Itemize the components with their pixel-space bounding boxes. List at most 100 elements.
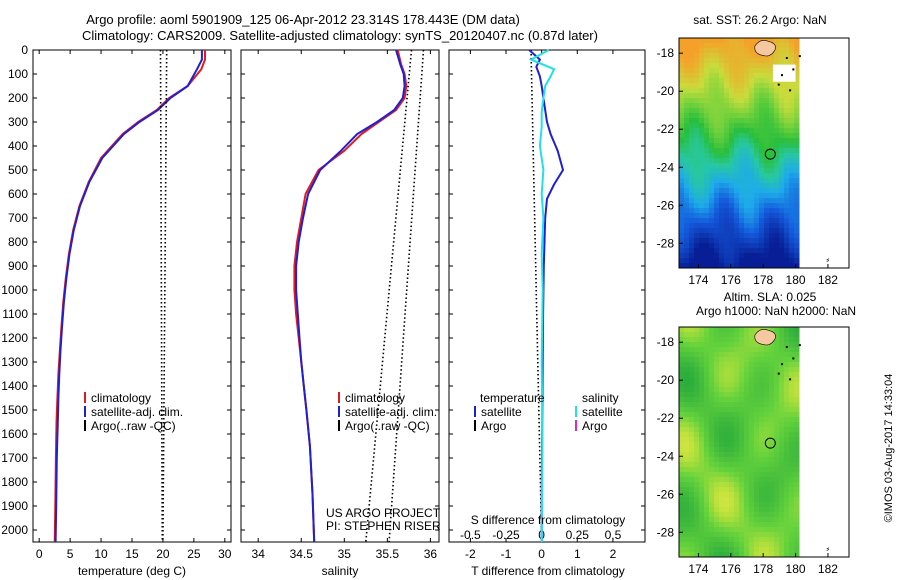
map-cell bbox=[774, 233, 780, 239]
depth-tick-label: 1400 bbox=[1, 379, 28, 393]
map-cell bbox=[699, 522, 705, 528]
map-cell bbox=[764, 138, 770, 144]
map-cell bbox=[689, 83, 695, 89]
map-cell bbox=[729, 63, 735, 69]
map-cell bbox=[759, 517, 765, 523]
map-cell bbox=[749, 537, 755, 543]
argo-line bbox=[162, 49, 168, 543]
map-cell bbox=[704, 123, 710, 129]
map-cell bbox=[709, 467, 715, 473]
map-cell bbox=[794, 377, 800, 383]
map-cell bbox=[704, 422, 710, 428]
map-cell bbox=[764, 502, 770, 508]
map-cell bbox=[779, 467, 785, 473]
map-cell bbox=[744, 332, 750, 338]
map-cell bbox=[714, 417, 720, 423]
map-cell bbox=[689, 337, 695, 343]
map-cell bbox=[714, 547, 720, 553]
map-cell bbox=[699, 402, 705, 408]
map-cell bbox=[724, 158, 730, 164]
map-cell bbox=[709, 362, 715, 368]
map-cell bbox=[684, 138, 690, 144]
map-cell bbox=[744, 108, 750, 114]
legend-label-climatology: climatology bbox=[91, 391, 151, 405]
map-y-tick-label: -20 bbox=[657, 84, 675, 98]
map-cell bbox=[689, 392, 695, 398]
map-cell bbox=[769, 342, 775, 348]
map-cell bbox=[794, 532, 800, 538]
map-cell bbox=[759, 53, 765, 59]
map-cell bbox=[719, 482, 725, 488]
map-cell bbox=[679, 452, 685, 458]
map-cell bbox=[694, 238, 700, 244]
map-cell bbox=[784, 522, 790, 528]
map-cell bbox=[769, 397, 775, 403]
map-cell bbox=[719, 193, 725, 199]
map-cell bbox=[699, 103, 705, 109]
map-cell bbox=[729, 263, 735, 268]
map-cell bbox=[684, 532, 690, 538]
map-cell bbox=[779, 248, 785, 254]
map-cell bbox=[769, 377, 775, 383]
map-cell bbox=[694, 422, 700, 428]
map-cell bbox=[724, 123, 730, 129]
map-cell bbox=[694, 48, 700, 54]
map-cell bbox=[739, 238, 745, 244]
map-cell bbox=[744, 228, 750, 234]
map-cell bbox=[689, 158, 695, 164]
map-cell bbox=[699, 233, 705, 239]
map-cell bbox=[679, 537, 685, 543]
map-cell bbox=[789, 527, 795, 533]
map-cell bbox=[724, 128, 730, 134]
map-cell bbox=[694, 417, 700, 423]
map-cell bbox=[754, 213, 760, 219]
map-cell bbox=[749, 482, 755, 488]
map-cell bbox=[684, 178, 690, 184]
map-cell bbox=[684, 552, 690, 557]
map-cell bbox=[694, 327, 700, 333]
map-cell bbox=[789, 552, 795, 557]
map-cell bbox=[699, 53, 705, 59]
map-cell bbox=[719, 133, 725, 139]
map-cell bbox=[744, 532, 750, 538]
map-cell bbox=[729, 83, 735, 89]
map-cell bbox=[704, 442, 710, 448]
map-cell bbox=[789, 537, 795, 543]
map-cell bbox=[679, 43, 685, 49]
map-cell bbox=[709, 148, 715, 154]
map-cell bbox=[744, 238, 750, 244]
fiji-island bbox=[754, 328, 776, 346]
map-cell bbox=[684, 407, 690, 413]
map-cell bbox=[689, 258, 695, 264]
map-cell bbox=[689, 138, 695, 144]
map-cell bbox=[699, 517, 705, 523]
map-cell bbox=[779, 397, 785, 403]
island-dot bbox=[777, 83, 780, 86]
map-frame bbox=[678, 326, 850, 558]
map-cell bbox=[694, 377, 700, 383]
map-cell bbox=[744, 357, 750, 363]
map-cell bbox=[719, 507, 725, 513]
map-cell bbox=[704, 542, 710, 548]
map-cell bbox=[739, 73, 745, 79]
map-cell bbox=[794, 447, 800, 453]
map-cell bbox=[789, 173, 795, 179]
map-cell bbox=[684, 367, 690, 373]
map-cell bbox=[709, 347, 715, 353]
map-x-tick-label: 174 bbox=[688, 562, 708, 576]
map-cell bbox=[744, 263, 750, 268]
map-cell bbox=[794, 487, 800, 493]
map-cell bbox=[704, 78, 710, 84]
map-cell bbox=[779, 332, 785, 338]
map-cell bbox=[794, 48, 800, 54]
map-cell bbox=[704, 238, 710, 244]
map-cell bbox=[709, 43, 715, 49]
map-cell bbox=[764, 258, 770, 264]
map-cell bbox=[679, 243, 685, 249]
map-cell bbox=[704, 208, 710, 214]
map-cell bbox=[774, 517, 780, 523]
map-cell bbox=[779, 138, 785, 144]
map-cell bbox=[724, 432, 730, 438]
map-cell bbox=[774, 98, 780, 104]
map-cell bbox=[779, 183, 785, 189]
